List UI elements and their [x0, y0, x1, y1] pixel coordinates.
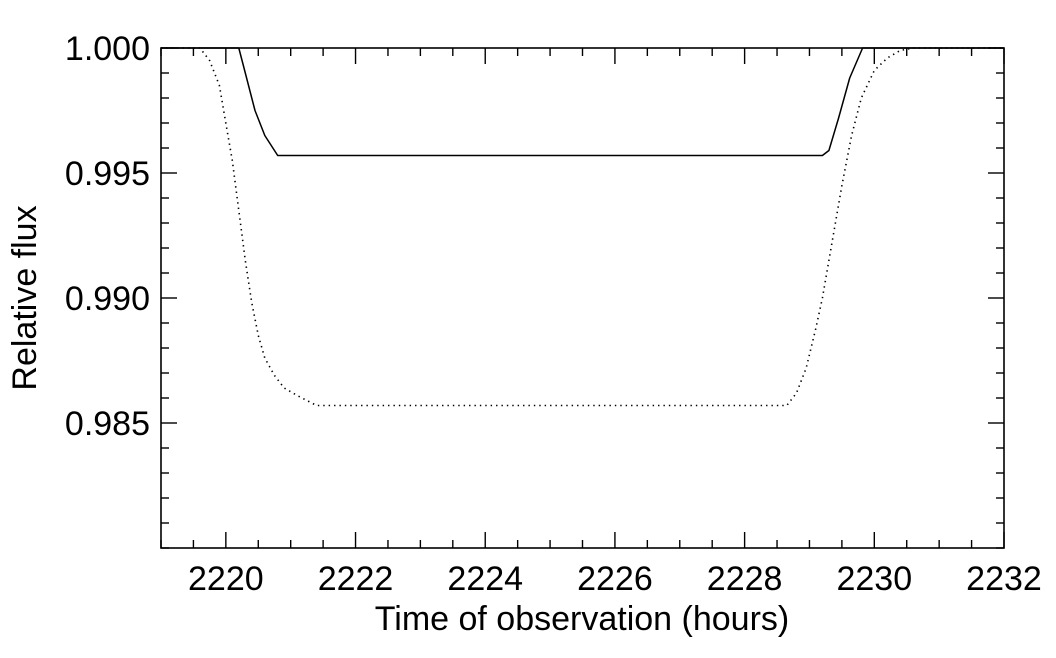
x-tick-label: 2230 — [836, 560, 912, 598]
x-tick-label: 2222 — [318, 560, 394, 598]
x-axis-title: Time of observation (hours) — [375, 600, 789, 638]
plot-frame — [160, 47, 1005, 549]
x-tick-label: 2220 — [188, 560, 264, 598]
y-tick-label: 0.995 — [65, 155, 150, 193]
y-tick-label: 0.990 — [65, 280, 150, 318]
series-line-2-dotted — [161, 47, 1004, 407]
y-tick-label: 1.000 — [65, 30, 150, 68]
x-tick-label: 2224 — [447, 560, 523, 598]
y-tick-label: 0.985 — [65, 405, 150, 443]
x-tick-label: 2228 — [707, 560, 783, 598]
series-line-1-solid — [161, 47, 1004, 157]
x-tick-label: 2226 — [577, 560, 653, 598]
axis-tick-labels: 2220 2222 2224 2226 2228 2230 2232 0.985 0.990 0.… — [65, 30, 1042, 598]
axis-ticks — [160, 47, 1005, 549]
x-tick-label: 2232 — [966, 560, 1042, 598]
plot-area — [161, 47, 1004, 407]
y-axis-title: Relative flux — [6, 205, 44, 390]
